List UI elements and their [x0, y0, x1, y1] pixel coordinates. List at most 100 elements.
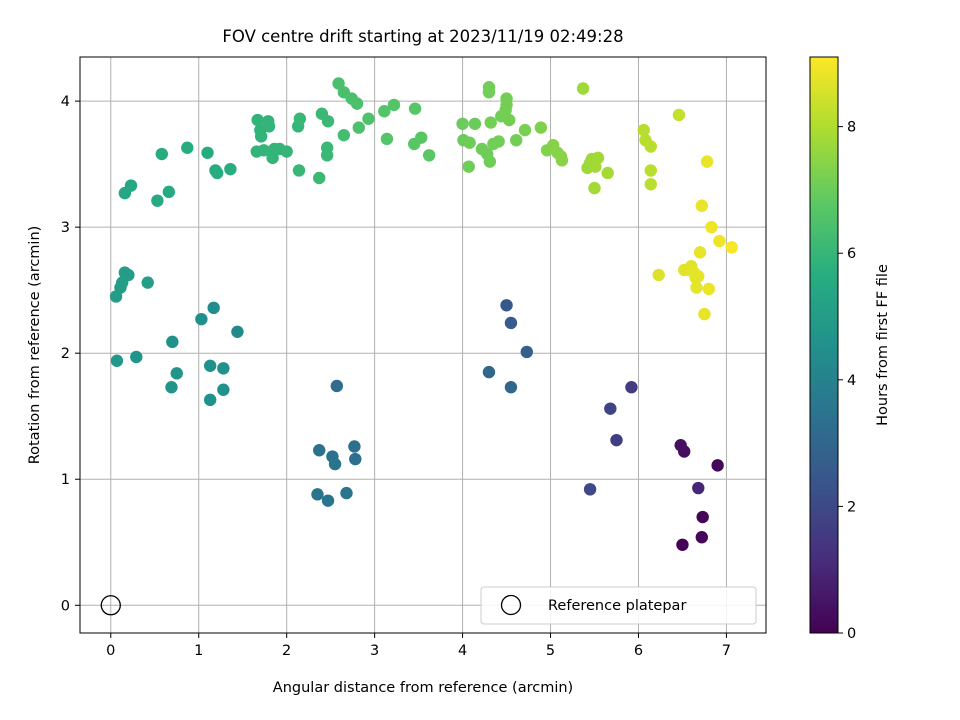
scatter-point — [162, 185, 176, 199]
scatter-point — [124, 179, 138, 192]
colorbar-tick-label: 4 — [847, 373, 856, 389]
colorbar-label: Hours from first FF file — [875, 264, 891, 426]
scatter-point — [350, 97, 364, 110]
scatter-point — [109, 290, 123, 303]
scatter-point — [380, 132, 394, 146]
scatter-point — [130, 350, 143, 364]
scatter-point — [217, 383, 230, 396]
scatter-point — [713, 234, 726, 248]
scatter-point — [583, 483, 597, 496]
scatter-point — [695, 199, 708, 212]
scatter-point — [292, 164, 306, 177]
scatter-point — [141, 276, 154, 289]
x-axis-ticks: 0 1 2 3 4 5 6 7 — [106, 633, 731, 659]
colorbar: 0 2 4 6 8 Hours from first FF file — [809, 56, 891, 642]
y-tick-label: 1 — [61, 472, 70, 488]
scatter-point — [610, 433, 623, 447]
legend-box — [480, 586, 757, 625]
scatter-point — [644, 140, 657, 153]
legend-reference-label: Reference platepar — [548, 598, 686, 614]
scatter-point — [155, 147, 168, 161]
scatter-point — [207, 301, 220, 315]
scatter-point — [257, 144, 271, 157]
scatter-point — [468, 117, 482, 131]
x-axis-label: Angular distance from reference (arcmin) — [273, 680, 573, 696]
colorbar-ticks: 0 2 4 6 8 — [838, 120, 856, 642]
scatter-point — [711, 459, 724, 472]
scatter-point — [170, 367, 183, 380]
scatter-point — [520, 345, 533, 359]
scatter-point — [700, 155, 714, 168]
scatter-point — [637, 123, 650, 137]
scatter-point — [702, 282, 716, 296]
x-tick-label: 0 — [106, 643, 115, 659]
scatter-point — [676, 538, 689, 551]
scatter-point — [165, 381, 178, 394]
scatter-point — [422, 149, 436, 162]
scatter-point — [320, 149, 334, 162]
scatter-point — [362, 112, 375, 125]
scatter-point — [482, 86, 496, 99]
scatter-point — [211, 166, 224, 180]
scatter-point — [224, 162, 237, 176]
reference-point — [100, 595, 121, 616]
scatter-point — [151, 194, 164, 207]
scatter-point — [644, 164, 657, 177]
scatter-point — [604, 402, 617, 415]
colorbar-gradient — [809, 56, 839, 634]
scatter-point — [251, 113, 264, 127]
y-tick-label: 2 — [61, 346, 70, 362]
scatter-point — [601, 166, 614, 180]
scatter-point — [695, 531, 708, 544]
scatter-point — [644, 178, 657, 191]
scatter-point — [110, 354, 124, 367]
x-tick-label: 4 — [458, 643, 467, 659]
scatter-point — [534, 121, 548, 134]
scatter-point — [672, 108, 686, 122]
scatter-point — [321, 115, 335, 128]
scatter-point — [462, 160, 475, 173]
scatter-point — [576, 82, 590, 95]
scatter-point — [502, 113, 516, 127]
scatter-point — [203, 393, 217, 407]
scatter-point — [705, 220, 718, 234]
scatter-point — [588, 181, 601, 195]
scatter-point — [698, 307, 711, 321]
scatter-point — [652, 268, 665, 282]
scatter-point — [311, 488, 324, 501]
y-tick-label: 0 — [61, 598, 70, 614]
scatter-point — [456, 117, 469, 131]
y-axis-label: Rotation from reference (arcmin) — [27, 226, 43, 465]
scatter-point — [328, 457, 342, 471]
scatter-point — [231, 325, 244, 338]
scatter-point — [166, 335, 179, 349]
scatter-point — [483, 155, 497, 168]
scatter-point — [500, 98, 513, 112]
scatter-point — [492, 135, 505, 148]
x-tick-label: 2 — [282, 643, 291, 659]
scatter-point — [693, 246, 707, 259]
scatter-point — [348, 440, 361, 453]
x-tick-label: 5 — [546, 643, 555, 659]
scatter-point — [692, 481, 705, 495]
scatter-point — [262, 120, 276, 133]
scatter-point — [349, 452, 362, 466]
scatter-point — [482, 365, 496, 379]
x-tick-label: 6 — [634, 643, 643, 659]
scatter-point — [518, 123, 532, 137]
scatter-point — [337, 128, 351, 142]
scatter-point — [504, 381, 518, 394]
scatter-point — [321, 494, 335, 507]
scatter-point — [313, 171, 326, 185]
scatter-point — [195, 312, 208, 326]
scatter-point — [500, 299, 513, 312]
y-tick-label: 3 — [61, 220, 70, 236]
legend: Reference platepar — [480, 586, 757, 625]
y-tick-label: 4 — [61, 94, 70, 110]
scatter-point — [340, 486, 353, 500]
scatter-point — [313, 444, 326, 457]
x-tick-label: 1 — [194, 643, 203, 659]
plot-frame — [79, 56, 767, 634]
chart-title: FOV centre drift starting at 2023/11/19 … — [222, 27, 623, 46]
colorbar-tick-label: 2 — [847, 499, 856, 515]
